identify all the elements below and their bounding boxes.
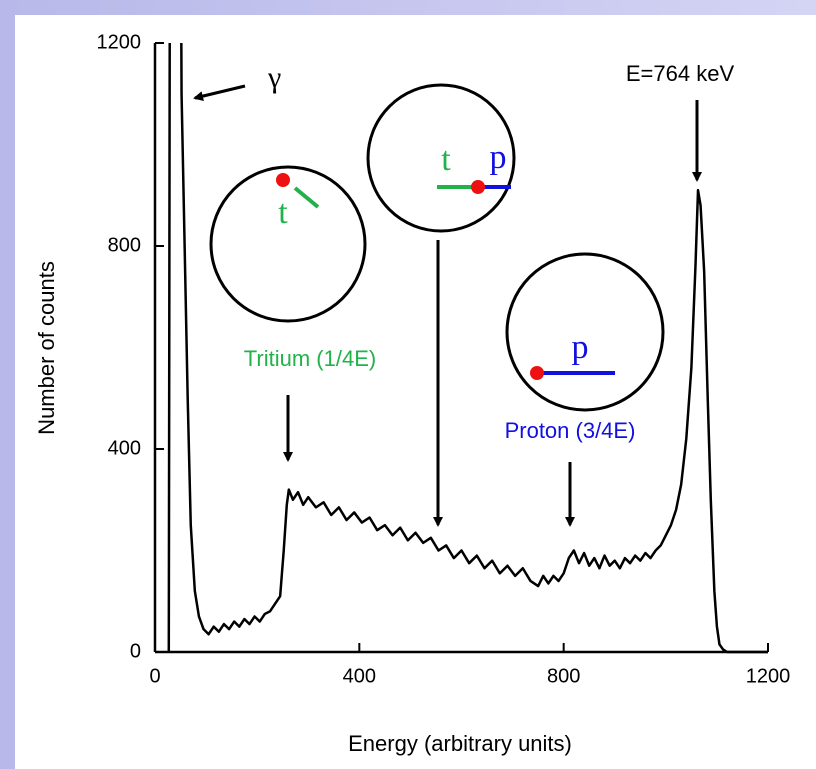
x-tick-label: 400 xyxy=(343,665,376,687)
annotation: p xyxy=(490,139,507,176)
annotation: γ xyxy=(267,61,281,94)
track xyxy=(293,186,320,209)
annotation: p xyxy=(572,329,589,366)
spectrum-line xyxy=(167,43,768,654)
vertex xyxy=(471,180,485,194)
y-axis-label: Number of counts xyxy=(34,261,59,435)
annotation: t xyxy=(278,194,288,231)
vertex xyxy=(530,366,544,380)
panel xyxy=(15,15,816,769)
y-tick-label: 400 xyxy=(108,437,141,459)
annotation: t xyxy=(441,141,451,178)
x-tick-label: 1200 xyxy=(746,665,791,687)
x-tick-label: 800 xyxy=(547,665,580,687)
annotation: E=764 keV xyxy=(626,61,735,86)
diagram-circle xyxy=(366,83,516,233)
x-axis-label: Energy (arbitrary units) xyxy=(348,731,572,756)
annotation: Proton (3/4E) xyxy=(505,418,636,443)
diagram-circle xyxy=(209,165,367,323)
plot-area: 0 400 800 1200 0 400 800 1200 xyxy=(97,31,791,687)
y-tick-label: 0 xyxy=(130,640,141,662)
diagram-circle xyxy=(505,252,665,412)
vertex xyxy=(276,173,290,187)
y-tick-label: 1200 xyxy=(97,31,142,53)
x-tick-label: 0 xyxy=(149,665,160,687)
arrow xyxy=(193,84,246,101)
annotation: Tritium (1/4E) xyxy=(244,346,376,371)
y-tick-label: 800 xyxy=(108,234,141,256)
arrows xyxy=(193,83,702,527)
